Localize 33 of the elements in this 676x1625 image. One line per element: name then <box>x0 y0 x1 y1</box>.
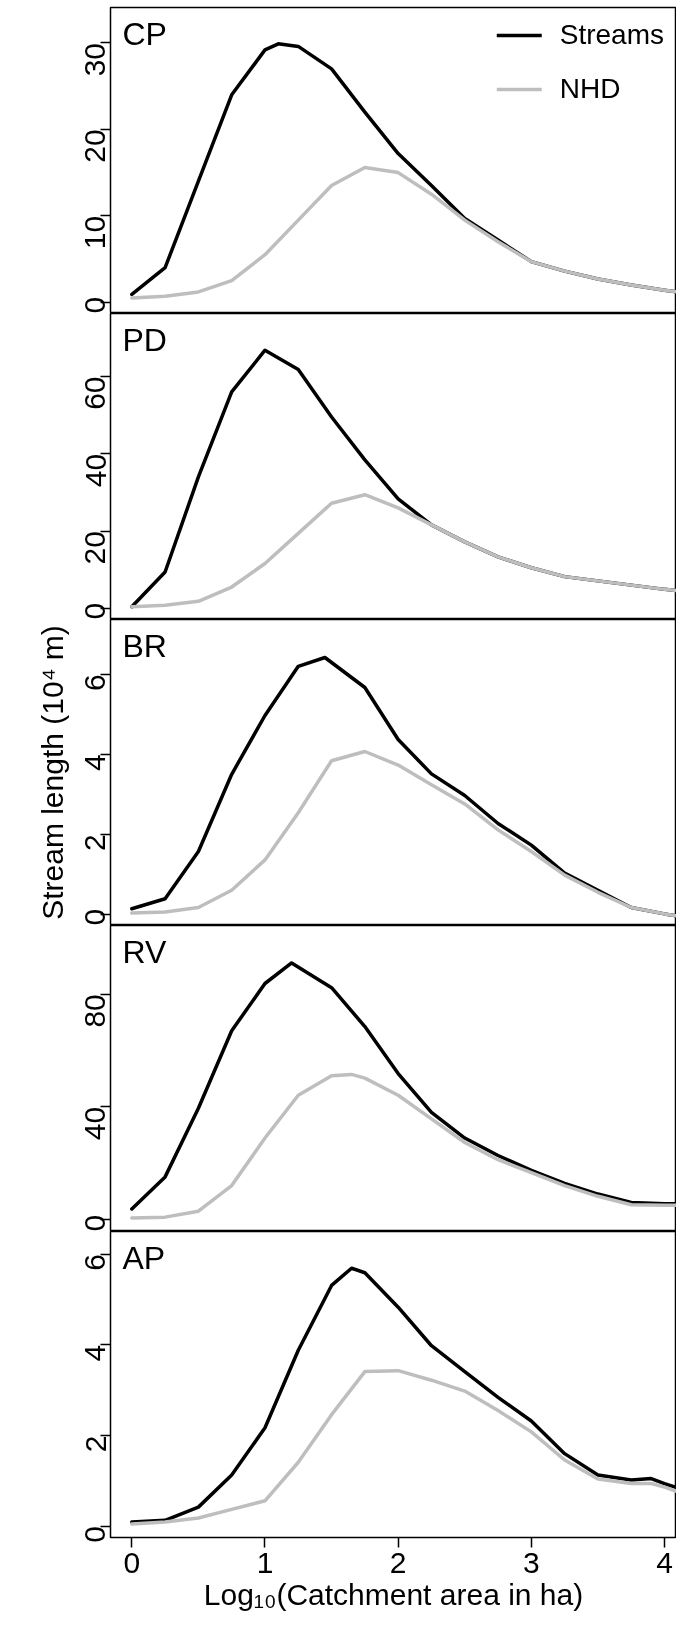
y-tick-label: 0 <box>78 1526 112 1543</box>
x-tick-label: 4 <box>656 1545 673 1579</box>
chart-title: PD <box>122 321 167 358</box>
x-tick-label: 1 <box>256 1545 274 1579</box>
y-tick-label: 4 <box>78 754 112 771</box>
y-tick-label: 2 <box>78 834 112 851</box>
chart-title: BR <box>122 627 167 664</box>
y-axis-title: Stream length (10⁴ m) <box>35 625 69 920</box>
y-tick-label: 4 <box>78 1344 112 1362</box>
chart-title: CP <box>122 15 167 52</box>
y-tick-label: 0 <box>78 602 112 620</box>
legend-label: Streams <box>559 19 664 51</box>
y-tick-label: 20 <box>78 531 112 565</box>
y-tick-label: 0 <box>78 296 112 314</box>
y-tick-label: 40 <box>78 453 112 488</box>
y-tick-label: 80 <box>78 994 112 1028</box>
y-tick-label: 10 <box>78 215 112 250</box>
y-tick-label: 6 <box>78 674 112 691</box>
y-tick-label: 6 <box>78 1254 112 1271</box>
x-axis-title: Log₁₀(Catchment area in ha) <box>203 1577 584 1611</box>
x-tick-label: 2 <box>389 1545 407 1579</box>
y-tick-label: 30 <box>78 42 112 77</box>
y-tick-label: 2 <box>78 1435 112 1453</box>
legend-label: NHD <box>559 73 621 105</box>
y-tick-label: 0 <box>78 908 112 926</box>
x-tick-label: 0 <box>123 1545 141 1579</box>
chart-title: AP <box>122 1239 166 1276</box>
x-tick-label: 3 <box>523 1545 540 1579</box>
y-tick-label: 60 <box>78 376 112 410</box>
y-tick-label: 0 <box>78 1214 112 1232</box>
y-tick-label: 20 <box>78 129 112 163</box>
chart-title: RV <box>122 933 168 970</box>
y-tick-label: 40 <box>78 1106 112 1141</box>
